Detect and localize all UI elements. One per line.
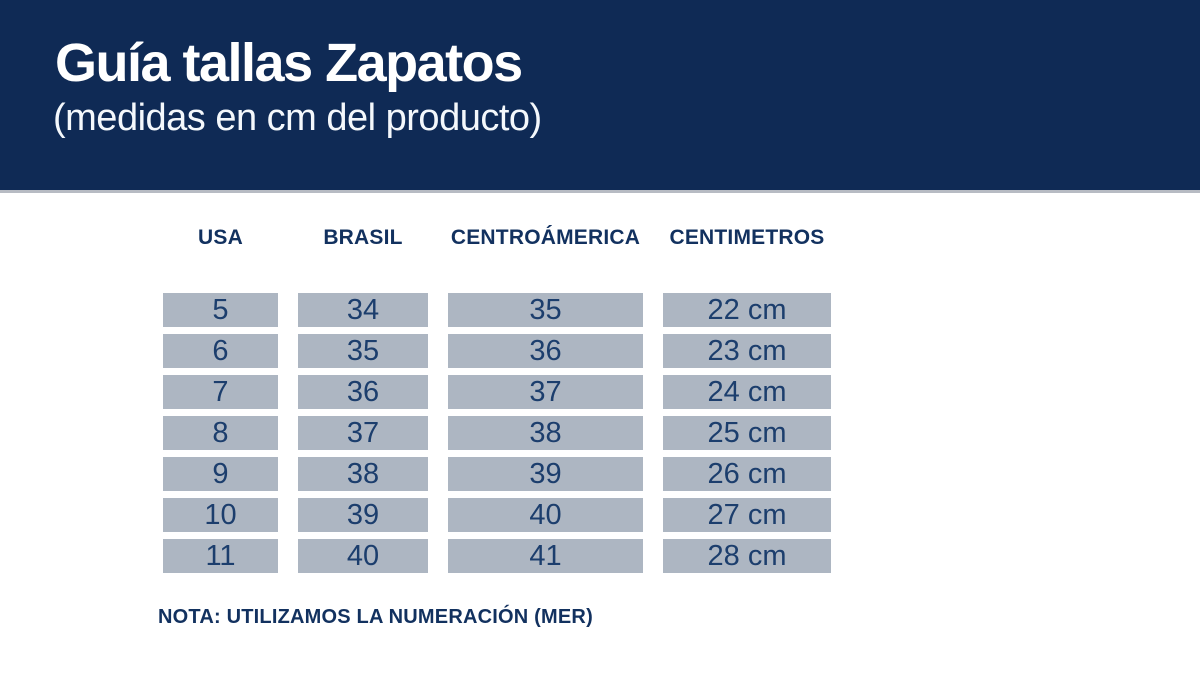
size-cell-r3-c4: 24 cm xyxy=(663,375,831,409)
size-cell-r2-c3: 36 xyxy=(448,334,643,368)
size-cell-r4-c2: 37 xyxy=(298,416,428,450)
size-cell-r3-c2: 36 xyxy=(298,375,428,409)
size-cell-r5-c1: 9 xyxy=(163,457,278,491)
size-cell-r6-c2: 39 xyxy=(298,498,428,532)
size-cell-r2-c1: 6 xyxy=(163,334,278,368)
column-header-brasil: BRASIL xyxy=(323,226,403,249)
page-title: Guía tallas Zapatos xyxy=(55,33,523,93)
column-header-centroamerica: CENTROÁMERICA xyxy=(450,226,641,249)
column-header-centimetros: CENTIMETROS xyxy=(669,226,825,249)
note-text: NOTA: UTILIZAMOS LA NUMERACIÓN (MER) xyxy=(158,606,593,628)
size-cell-r1-c3: 35 xyxy=(448,293,643,327)
size-cell-r7-c3: 41 xyxy=(448,539,643,573)
size-cell-r2-c2: 35 xyxy=(298,334,428,368)
size-cell-r1-c1: 5 xyxy=(163,293,278,327)
size-cell-r1-c4: 22 cm xyxy=(663,293,831,327)
size-cell-r6-c4: 27 cm xyxy=(663,498,831,532)
size-cell-r4-c3: 38 xyxy=(448,416,643,450)
size-cell-r5-c2: 38 xyxy=(298,457,428,491)
size-cell-r3-c3: 37 xyxy=(448,375,643,409)
header-band: Guía tallas Zapatos (medidas en cm del p… xyxy=(0,0,1200,193)
size-cell-r4-c4: 25 cm xyxy=(663,416,831,450)
size-cell-r7-c1: 11 xyxy=(163,539,278,573)
size-table-header-row: USA BRASIL CENTROÁMERICA CENTIMETROS xyxy=(163,224,831,252)
size-cell-r6-c3: 40 xyxy=(448,498,643,532)
size-cell-r4-c1: 8 xyxy=(163,416,278,450)
size-cell-r5-c4: 26 cm xyxy=(663,457,831,491)
size-table-body: 5 34 35 22 cm 6 35 36 23 cm 7 36 37 24 cm 8 37 38 25 cm… xyxy=(163,293,831,573)
size-cell-r2-c4: 23 cm xyxy=(663,334,831,368)
size-cell-r5-c3: 39 xyxy=(448,457,643,491)
size-cell-r7-c4: 28 cm xyxy=(663,539,831,573)
page-subtitle: (medidas en cm del producto) xyxy=(53,97,542,139)
size-cell-r1-c2: 34 xyxy=(298,293,428,327)
size-cell-r3-c1: 7 xyxy=(163,375,278,409)
size-cell-r7-c2: 40 xyxy=(298,539,428,573)
column-header-usa: USA xyxy=(198,226,243,249)
size-cell-r6-c1: 10 xyxy=(163,498,278,532)
